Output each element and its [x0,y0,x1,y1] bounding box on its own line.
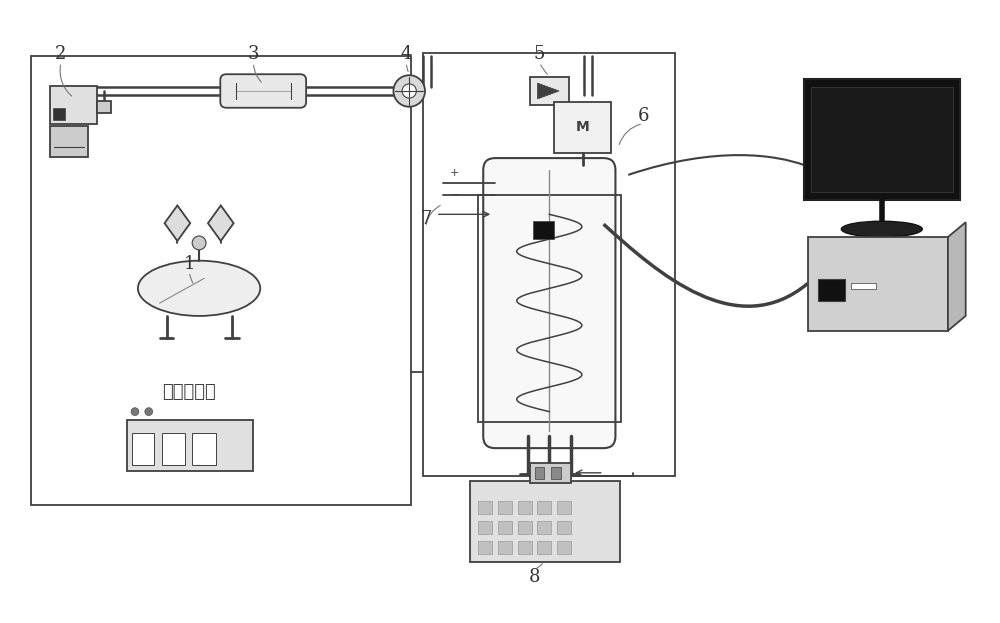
Bar [478,502,492,514]
FancyBboxPatch shape [483,158,615,448]
Circle shape [393,75,425,107]
Bar [192,434,216,465]
Bar [518,541,532,554]
Bar [50,125,88,157]
Text: 8: 8 [529,568,540,586]
Polygon shape [165,206,190,241]
Bar [498,502,512,514]
Bar [818,280,845,301]
FancyBboxPatch shape [220,74,306,108]
Bar [557,521,571,534]
Bar [498,521,512,534]
Polygon shape [537,83,559,99]
Bar [478,541,492,554]
Text: 6: 6 [637,107,649,125]
Circle shape [131,407,139,416]
Bar [132,434,154,465]
Bar [478,194,621,422]
Circle shape [402,84,416,98]
Ellipse shape [841,221,922,237]
Bar [537,541,551,554]
Bar [851,283,876,289]
Bar [470,481,620,561]
Text: 4: 4 [401,45,412,64]
Bar [478,521,492,534]
Bar [811,87,953,192]
Circle shape [192,236,206,250]
Bar [423,54,675,476]
Bar [557,541,571,554]
Bar [530,77,569,105]
Text: 1: 1 [183,255,195,273]
Bar [551,467,561,478]
Text: 3: 3 [248,45,259,64]
Bar [127,419,253,471]
Bar [557,502,571,514]
Bar [808,237,948,331]
Bar [537,502,551,514]
Bar [53,108,65,120]
Text: 时间继电器: 时间继电器 [162,383,216,401]
Bar [518,521,532,534]
Bar [498,541,512,554]
Bar [97,101,111,113]
Text: M: M [576,120,590,135]
Bar [31,57,411,505]
Bar [530,463,571,483]
Text: +: + [450,168,459,178]
Bar [535,467,544,478]
Polygon shape [948,222,966,331]
Bar [804,79,960,199]
Text: 7: 7 [420,210,432,228]
Polygon shape [208,206,234,241]
Bar [162,434,185,465]
Text: 2: 2 [55,45,67,64]
Bar [533,221,554,239]
Bar [518,502,532,514]
Bar [50,86,97,123]
Text: 5: 5 [534,45,545,64]
Bar [537,521,551,534]
Circle shape [145,407,153,416]
Ellipse shape [138,260,260,316]
Bar [554,102,611,153]
Text: −: − [450,189,459,199]
